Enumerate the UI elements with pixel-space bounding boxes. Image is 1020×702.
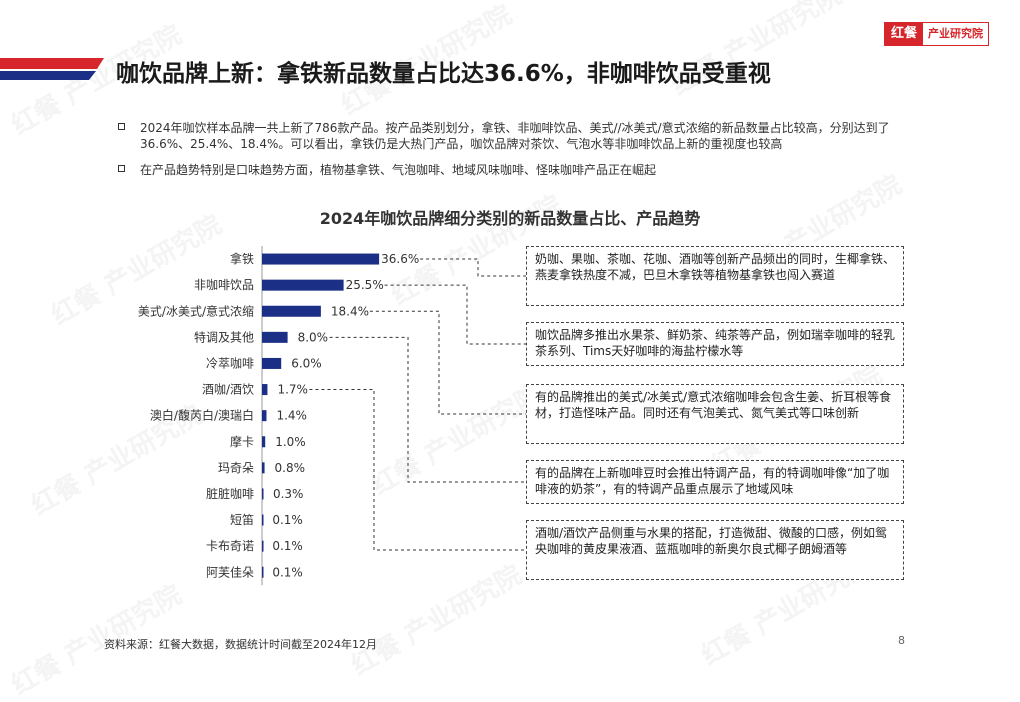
category-label: 非咖啡饮品 [194,277,254,292]
value-label: 1.7% [277,383,308,397]
bar [262,462,265,474]
category-label: 短笛 [230,512,254,527]
annotation-connector [369,310,526,415]
value-label: 0.8% [275,461,306,475]
value-label: 1.0% [275,435,306,449]
value-label: 36.6% [381,252,419,266]
annotation-connector [384,284,526,345]
annotation-text: 奶咖、果咖、茶咖、花咖、酒咖等创新产品频出的同时，生椰拿铁、燕麦拿铁热度不减，巴… [535,252,896,282]
bar [262,331,288,343]
summary-bullet: 在产品趋势特别是口味趋势方面，植物基拿铁、气泡咖啡、地域风味咖啡、怪味咖啡产品正… [118,162,918,178]
summary-bullet-text: 2024年咖饮样本品牌一共上新了786款产品。按产品类别划分，拿铁、非咖啡饮品、… [140,121,890,151]
category-label: 特调及其他 [194,329,254,344]
category-label: 玛奇朵 [218,461,254,475]
category-label: 脏脏咖啡 [206,486,254,501]
bar [262,514,264,526]
bar [262,436,266,448]
bar [262,410,267,422]
annotation-text: 咖饮品牌多推出水果茶、鲜奶茶、纯茶等产品，例如瑞幸咖啡的轻乳茶系列、Tims天好… [535,328,896,358]
summary-bullets: 2024年咖饮样本品牌一共上新了786款产品。按产品类别划分，拿铁、非咖啡饮品、… [118,120,918,188]
annotation-text: 有的品牌在上新咖啡豆时会推出特调产品，有的特调咖啡像“加了咖啡液的奶茶”，有的特… [535,466,890,496]
value-label: 1.4% [276,409,307,423]
annotation-box: 酒咖/酒饮产品侧重与水果的搭配，打造微甜、微酸的口感，例如鸳央咖啡的黄皮果液酒、… [526,520,904,580]
value-label: 0.1% [272,513,303,527]
category-label: 澳白/馥芮白/澳瑞白 [150,408,254,423]
value-label: 25.5% [346,278,384,292]
annotation-box: 有的品牌推出的美式/冰美式/意式浓缩咖啡会包含生姜、折耳根等食材，打造怪味产品。… [526,384,904,444]
title-accent-stripes [0,58,104,80]
square-bullet-icon [118,165,125,172]
annotation-box: 奶咖、果咖、茶咖、花咖、酒咖等创新产品频出的同时，生椰拿铁、燕麦拿铁热度不减，巴… [526,246,904,306]
bar [262,384,268,396]
category-label: 冷萃咖啡 [206,355,254,370]
bar [262,566,264,578]
bar [262,279,344,291]
value-label: 0.3% [273,487,304,501]
bar [262,488,264,500]
value-label: 6.0% [291,356,322,370]
summary-bullet: 2024年咖饮样本品牌一共上新了786款产品。按产品类别划分，拿铁、非咖啡饮品、… [118,120,918,152]
value-label: 0.1% [272,539,303,553]
bar [262,357,282,369]
bar-chart: 拿铁 36.6% 非咖啡饮品 25.5% 美式/冰美式/意式浓缩 18.4% 特调及其他 8.… [138,246,526,586]
brand-logo-sub: 产业研究院 [923,23,989,45]
bar [262,305,321,317]
brand-logo: 红餐 产业研究院 [884,22,990,46]
summary-bullet-text: 在产品趋势特别是口味趋势方面，植物基拿铁、气泡咖啡、地域风味咖啡、怪味咖啡产品正… [140,163,657,177]
annotation-connector [309,389,526,551]
annotation-text: 酒咖/酒饮产品侧重与水果的搭配，打造微甜、微酸的口感，例如鸳央咖啡的黄皮果液酒、… [535,526,888,556]
source-note: 资料来源：红餐大数据，数据统计时间截至2024年12月 [104,638,377,651]
bar [262,540,264,552]
annotation-connector [420,258,526,277]
value-label: 8.0% [298,330,329,344]
category-label: 拿铁 [230,251,254,266]
brand-logo-main: 红餐 [885,23,924,45]
page-title: 咖饮品牌上新：拿铁新品数量占比达36.6%，非咖啡饮品受重视 [116,61,771,87]
category-label: 卡布奇诺 [206,539,254,553]
value-label: 0.1% [272,565,303,579]
annotation-text: 有的品牌推出的美式/冰美式/意式浓缩咖啡会包含生姜、折耳根等食材，打造怪味产品。… [535,390,892,420]
bar [262,253,380,265]
square-bullet-icon [118,123,125,130]
category-label: 美式/冰美式/意式浓缩 [138,303,254,318]
category-label: 摩卡 [230,434,254,449]
category-label: 酒咖/酒饮 [202,382,254,397]
annotation-box: 咖饮品牌多推出水果茶、鲜奶茶、纯茶等产品，例如瑞幸咖啡的轻乳茶系列、Tims天好… [526,322,904,366]
category-label: 阿芙佳朵 [206,565,254,579]
annotation-box: 有的品牌在上新咖啡豆时会推出特调产品，有的特调咖啡像“加了咖啡液的奶茶”，有的特… [526,460,904,504]
chart-title: 2024年咖饮品牌细分类别的新品数量占比、产品趋势 [319,209,701,228]
value-label: 18.4% [331,304,369,318]
page-number: 8 [898,634,905,647]
annotation-connector [329,336,526,483]
